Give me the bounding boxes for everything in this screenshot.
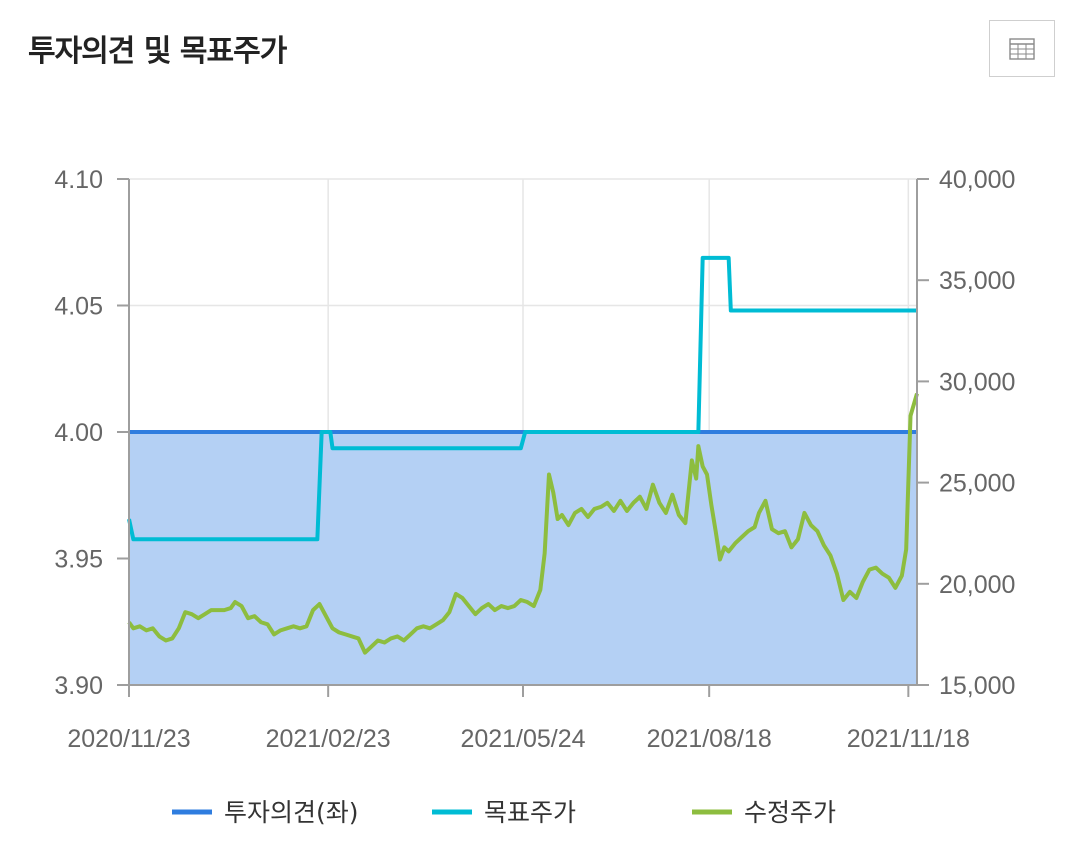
legend-label: 투자의견(좌) bbox=[224, 798, 359, 827]
y-left-tick-label: 4.05 bbox=[54, 293, 103, 321]
legend-label: 목표주가 bbox=[484, 798, 576, 827]
legend-item[interactable]: 목표주가 bbox=[432, 798, 576, 827]
legend-item[interactable]: 수정주가 bbox=[692, 798, 836, 827]
x-tick-label: 2021/08/18 bbox=[647, 725, 772, 753]
legend-label: 수정주가 bbox=[744, 798, 836, 827]
page-title: 투자의견 및 목표주가 bbox=[28, 34, 287, 69]
legend-item[interactable]: 투자의견(좌) bbox=[172, 798, 359, 827]
y-right-tick-label: 30,000 bbox=[939, 368, 1015, 396]
x-tick-label: 2021/02/23 bbox=[266, 725, 391, 753]
series-target-price-line bbox=[127, 255, 917, 542]
table-view-button[interactable] bbox=[989, 20, 1055, 77]
x-tick-label: 2021/05/24 bbox=[460, 725, 585, 753]
opinion-area-fill bbox=[129, 432, 917, 685]
y-right-tick-label: 15,000 bbox=[939, 672, 1015, 700]
x-tick-label: 2021/11/18 bbox=[847, 725, 970, 753]
y-left-tick-label: 3.95 bbox=[54, 546, 103, 574]
y-right-tick-label: 20,000 bbox=[939, 571, 1015, 599]
series-adjusted-price-line bbox=[127, 392, 919, 655]
axes: 4.10 4.05 4.00 3.95 3.90 40,000 35,000 30,000 25… bbox=[54, 166, 1015, 753]
x-tick-label: 2020/11/23 bbox=[67, 725, 190, 753]
legend[interactable]: 투자의견(좌) 목표주가 수정주가 bbox=[172, 798, 836, 827]
y-left-tick-label: 4.00 bbox=[54, 419, 103, 447]
table-icon bbox=[1009, 37, 1035, 60]
y-right-tick-label: 25,000 bbox=[939, 470, 1015, 498]
y-right-tick-label: 35,000 bbox=[939, 267, 1015, 295]
y-left-tick-label: 3.90 bbox=[54, 672, 103, 700]
opinion-area bbox=[129, 432, 917, 685]
y-left-tick-label: 4.10 bbox=[54, 166, 103, 194]
y-right-tick-label: 40,000 bbox=[939, 166, 1015, 194]
series-lines bbox=[127, 255, 919, 655]
